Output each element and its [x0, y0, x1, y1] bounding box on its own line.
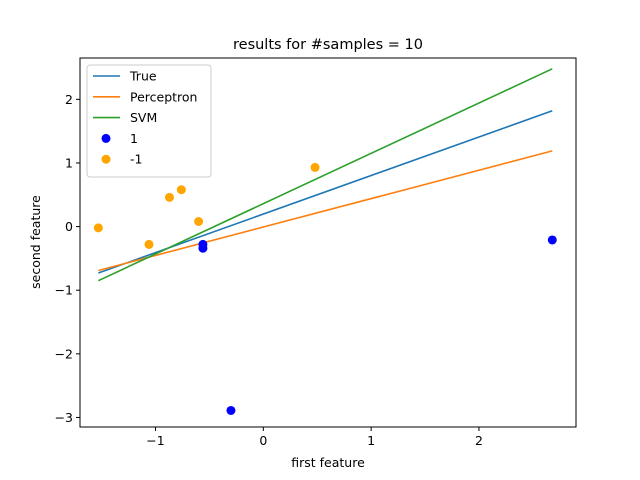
- legend-label: -1: [130, 152, 142, 167]
- y-tick-label: −1: [55, 283, 73, 298]
- scatter-point-series-negative: [310, 162, 320, 172]
- legend-label: Perceptron: [130, 89, 197, 104]
- scatter-point-series-negative: [164, 192, 174, 202]
- scatter-point-series-negative: [176, 185, 186, 195]
- y-tick-label: −2: [55, 346, 73, 361]
- chart-title: results for #samples = 10: [233, 37, 423, 53]
- x-tick-label: 2: [475, 433, 483, 448]
- scatter-point-series-negative: [93, 223, 103, 233]
- scatter-point-series-positive: [547, 235, 557, 245]
- legend-marker-swatch: [101, 154, 111, 164]
- legend-label: SVM: [130, 110, 157, 125]
- line-svm: [97, 68, 553, 282]
- y-axis-label: second feature: [28, 195, 43, 289]
- line-perceptron: [98, 150, 553, 272]
- scatter-point-series-positive: [198, 243, 208, 253]
- scatter-point-series-positive: [226, 405, 236, 415]
- x-tick-label: 0: [259, 433, 267, 448]
- plot-area: [93, 68, 557, 415]
- legend-box: [86, 64, 212, 178]
- x-tick-label: −1: [146, 433, 164, 448]
- legend-marker-swatch: [101, 133, 111, 143]
- y-tick-label: 1: [65, 155, 73, 170]
- axes-frame: [79, 57, 577, 428]
- legend-label: True: [129, 69, 157, 84]
- x-axis-label: first feature: [291, 455, 365, 470]
- axis-ticks: −1 0 1 2 −3 −2 −1 0 1 2: [55, 92, 483, 448]
- legend: True Perceptron SVM 1 -1: [86, 64, 212, 178]
- y-tick-label: −3: [55, 410, 73, 425]
- x-tick-label: 1: [367, 433, 375, 448]
- legend-label: 1: [130, 131, 138, 146]
- y-tick-label: 0: [65, 219, 73, 234]
- scatter-point-series-negative: [144, 239, 154, 249]
- y-tick-label: 2: [65, 92, 73, 107]
- scatter-point-series-negative: [194, 217, 204, 227]
